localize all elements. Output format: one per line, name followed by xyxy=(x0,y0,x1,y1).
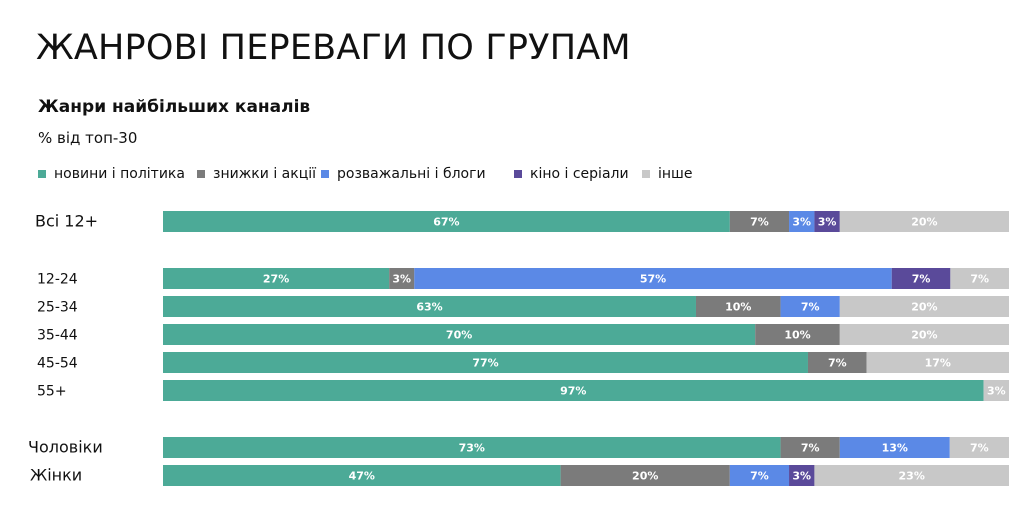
category-label: Чоловіки xyxy=(28,438,103,457)
bar-value-label: 3% xyxy=(792,216,811,229)
bar-value-label: 57% xyxy=(640,273,666,286)
bar-value-label: 13% xyxy=(882,442,908,455)
legend-item-news: новини і політика xyxy=(38,166,185,182)
legend-label-entertainment: розважальні і блоги xyxy=(337,166,486,182)
bar-segment xyxy=(780,437,840,458)
legend-label-other: інше xyxy=(658,166,693,182)
bar-value-label: 73% xyxy=(459,442,485,455)
legend-item-discounts: знижки і акції xyxy=(197,166,316,182)
bar-value-label: 3% xyxy=(392,273,411,286)
bar-segment xyxy=(839,211,1009,232)
bar-segment xyxy=(814,465,1009,486)
chart-subtitle: Жанри найбільших каналів xyxy=(38,97,311,117)
bar-segment xyxy=(163,437,781,458)
page-title: ЖАНРОВІ ПЕРЕВАГИ ПО ГРУПАМ xyxy=(36,28,631,68)
bar-value-label: 20% xyxy=(911,301,937,314)
category-label: Жінки xyxy=(30,466,82,485)
bar-segment xyxy=(950,268,1009,289)
bar-segment xyxy=(789,211,815,232)
category-label: 35-44 xyxy=(37,328,78,344)
legend-swatch-other xyxy=(642,170,650,178)
category-label: 12-24 xyxy=(37,272,78,288)
bar-segment xyxy=(163,324,756,345)
legend-item-other: інше xyxy=(642,166,692,182)
legend-label-movies: кіно і серіали xyxy=(530,166,629,182)
bar-segment xyxy=(163,268,390,289)
legend-item-entertainment: розважальні і блоги xyxy=(321,166,486,182)
legend-label-discounts: знижки і акції xyxy=(213,166,316,182)
bar-value-label: 20% xyxy=(911,216,937,229)
bar-value-label: 17% xyxy=(925,357,951,370)
bar-value-label: 67% xyxy=(433,216,459,229)
category-label: 45-54 xyxy=(37,356,78,372)
bar-value-label: 7% xyxy=(801,442,820,455)
bar-value-label: 7% xyxy=(912,273,931,286)
chart-unit-note: % від топ-30 xyxy=(38,129,138,147)
bar-value-label: 7% xyxy=(750,470,769,483)
legend-swatch-discounts xyxy=(197,170,205,178)
bar-segment xyxy=(729,465,790,486)
category-label: Всі 12+ xyxy=(35,212,98,231)
bar-value-label: 7% xyxy=(750,216,769,229)
bar-segment xyxy=(839,437,950,458)
bar-value-label: 23% xyxy=(899,470,925,483)
bar-value-label: 7% xyxy=(828,357,847,370)
bar-segment xyxy=(814,211,840,232)
bar-segment xyxy=(789,465,815,486)
bar-segment xyxy=(755,324,840,345)
bar-segment xyxy=(560,465,730,486)
bar-value-label: 47% xyxy=(349,470,375,483)
bar-segment xyxy=(389,268,415,289)
bar-segment xyxy=(163,296,696,317)
bar-value-label: 10% xyxy=(725,301,751,314)
bar-value-label: 77% xyxy=(472,357,498,370)
bar-value-label: 10% xyxy=(784,329,810,342)
bar-segment xyxy=(780,296,840,317)
bar-segment xyxy=(866,352,1009,373)
category-label: 55+ xyxy=(37,384,67,400)
bar-value-label: 7% xyxy=(801,301,820,314)
bar-segment xyxy=(983,380,1009,401)
bar-value-label: 3% xyxy=(818,216,837,229)
bar-segment xyxy=(729,211,790,232)
legend-swatch-news xyxy=(38,170,46,178)
bar-value-label: 20% xyxy=(911,329,937,342)
bar-value-label: 7% xyxy=(970,442,989,455)
bar-segment xyxy=(163,352,808,373)
bar-value-label: 3% xyxy=(987,385,1006,398)
bar-value-label: 3% xyxy=(792,470,811,483)
bar-value-label: 7% xyxy=(970,273,989,286)
bar-value-label: 97% xyxy=(560,385,586,398)
bar-value-label: 20% xyxy=(632,470,658,483)
legend-item-movies: кіно і серіали xyxy=(514,166,629,182)
category-label: 25-34 xyxy=(37,300,78,316)
bar-segment xyxy=(949,437,1009,458)
legend-label-news: новини і політика xyxy=(54,166,185,182)
bar-segment xyxy=(891,268,951,289)
bar-segment xyxy=(163,380,984,401)
bar-segment xyxy=(695,296,781,317)
legend-swatch-movies xyxy=(514,170,522,178)
bar-value-label: 63% xyxy=(416,301,442,314)
bar-segment xyxy=(414,268,892,289)
bar-value-label: 27% xyxy=(263,273,289,286)
bar-segment xyxy=(163,465,561,486)
chart-legend: новини і політика знижки і акції розважа… xyxy=(0,166,1029,186)
bar-segment xyxy=(807,352,867,373)
bar-segment xyxy=(839,296,1009,317)
bar-segment xyxy=(839,324,1009,345)
bar-value-label: 70% xyxy=(446,329,472,342)
bar-segment xyxy=(163,211,730,232)
legend-swatch-entertainment xyxy=(321,170,329,178)
